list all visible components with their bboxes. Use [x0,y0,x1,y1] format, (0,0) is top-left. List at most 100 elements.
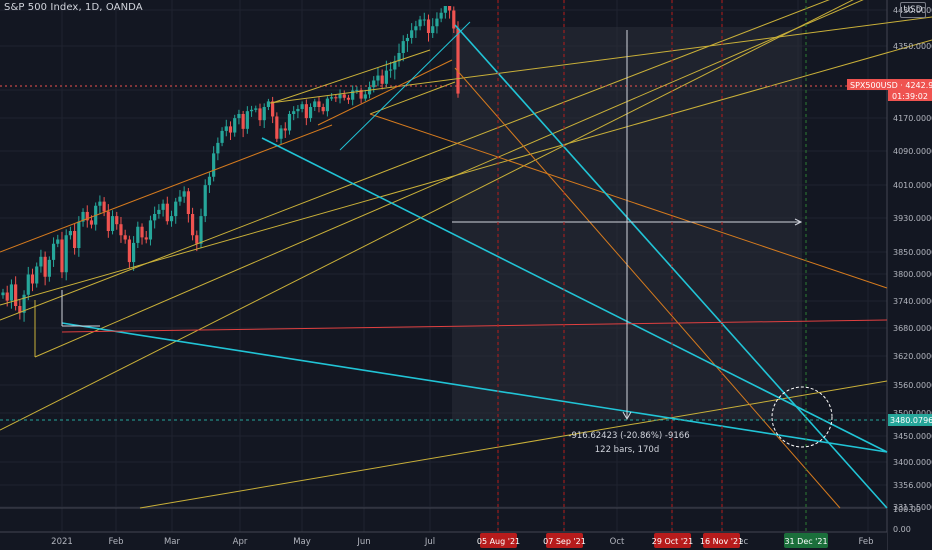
date-marker-tag [703,533,740,548]
candle-body [35,266,39,284]
candle-body [110,216,115,231]
candle-body [363,94,367,99]
candle-body [73,231,77,248]
target-circle [771,386,833,448]
candle-body [338,94,342,99]
trendline-yellow [139,380,888,509]
candle-body [56,239,60,244]
candle-body [102,201,106,212]
candle-body [410,30,414,38]
price-tick-label: 3500.00000 [893,409,932,418]
candle-body [60,239,64,273]
trendline-orange [369,113,888,289]
price-tick-label: 4090.00000 [893,147,932,156]
measure-text-change: -916.62423 (-20.86%) -9166 [568,431,689,441]
price-axis[interactable]: 4430.000004350.000004270.000004170.00000… [847,6,932,534]
measure-arrowhead [622,411,632,421]
currency-badge[interactable]: USD [900,2,926,18]
price-tick-label: 4430.00000 [893,6,932,15]
time-tick-label: Jul [424,537,435,547]
candle-body [98,201,102,206]
overlays: -916.62423 (-20.86%) -9166 122 bars, 170d [0,0,887,532]
price-tick-label: 3560.00000 [893,381,932,390]
candle-body [237,114,241,119]
date-marker-label: 16 Nov '21 [700,537,743,546]
price-tick-label: 3356.00000 [893,481,932,490]
candle-body [199,216,203,244]
date-marker-label: 05 Aug '21 [477,537,520,546]
candle-body [18,306,22,313]
candle-body [346,97,351,100]
candle-body [384,70,388,84]
price-tick-label: 4350.00000 [893,42,932,51]
price-tick-label: 3450.00000 [893,432,932,441]
candle-body [178,196,182,202]
candle-body [233,118,237,133]
time-axis[interactable]: 2021 Feb Mar Apr May Jun Jul Oct Dec Feb 05 Aug '2… [0,531,887,550]
candle-body [443,6,447,13]
candle-body [203,185,207,217]
candle-body [447,6,452,11]
candle-body [228,126,233,133]
candle-body [249,109,254,112]
candle-body [81,211,85,222]
candle-body [132,242,136,263]
measure-arrowhead [794,218,803,226]
candle-body [376,75,380,81]
candle-body [43,256,47,277]
price-tick-label: 3620.00000 [893,352,932,361]
candle-body [351,90,355,100]
candle-body [144,237,148,240]
candle-body [359,89,363,99]
candle-body [304,104,308,119]
candle-body [106,211,110,231]
candle-body [388,69,393,71]
candle-body [190,214,195,236]
candle-body [422,19,426,21]
candle-body [380,75,384,84]
current-price-tag [847,79,932,90]
time-tick-label: Jun [356,537,370,547]
candle-body [431,26,435,33]
candle-body [275,116,279,139]
candle-body [212,153,216,177]
candle-body [258,108,262,121]
trendline-yellow [269,16,932,104]
candle-body [14,284,18,306]
candle-body [300,104,304,109]
candle-body [174,201,178,217]
candle-body [157,209,161,214]
current-price-label: SPX500USD · 4242.95000 [850,81,932,90]
candle-body [266,101,271,107]
trendline-yellow [0,0,830,321]
date-marker-label: 29 Oct '21 [652,537,693,546]
candle-body [355,89,359,91]
candle-body [283,128,287,131]
candle-body [123,235,127,240]
candle-body [262,107,266,121]
candle-body [330,97,334,99]
measure-text-bars: 122 bars, 170d [595,445,659,455]
candle-body [452,10,456,29]
price-tick-label: 3400.00000 [893,458,932,467]
candle-body [367,87,372,95]
price-tick-label: 3800.00000 [893,270,932,279]
trendline-yellow [0,39,932,306]
target-price-label: 3480.07962 [890,416,932,425]
candle-body [254,108,258,110]
candle-body [51,243,56,260]
trendlines [0,0,932,509]
time-axis-bg [0,532,887,550]
candle-body [140,226,144,238]
candle-body [439,12,443,19]
candle-body [153,214,157,221]
candle-body [456,28,460,94]
candle-body [186,191,190,214]
time-tick-label: Oct [610,537,625,547]
candle-body [119,224,123,236]
candle-body [372,80,376,88]
candle-body [313,101,317,107]
time-tick-label: May [293,537,311,547]
date-marker-tag [654,533,691,548]
